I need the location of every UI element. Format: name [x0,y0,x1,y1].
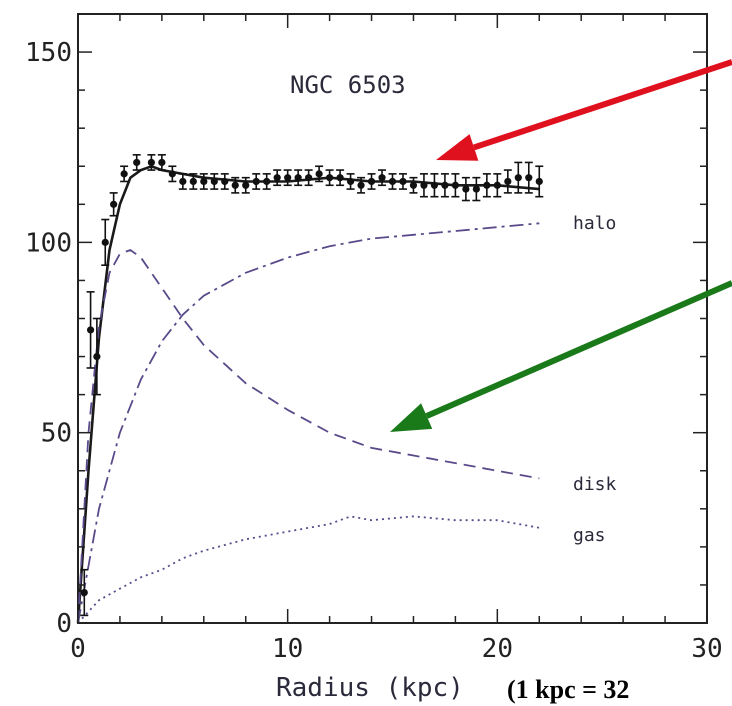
x-tick-label: 20 [482,634,513,664]
green-arrow-shaft [425,280,732,419]
data-point [120,170,128,178]
data-point [210,177,218,186]
data-point [305,174,313,182]
data-point [388,177,397,186]
curve-disk [77,249,540,624]
data-point [133,158,141,167]
data-point [367,177,376,186]
data-point [378,174,386,182]
data-point [86,326,95,334]
data-point [346,177,355,186]
y-tick-label: 50 [41,419,72,449]
data-point [263,177,271,186]
data-point [294,174,302,182]
data-point [525,174,533,182]
x-tick-label: 30 [691,634,722,664]
data-point [462,185,470,193]
data-point [441,181,449,189]
data-point [110,200,118,208]
data-point [357,181,365,189]
chart-title: NGC 6503 [290,71,406,99]
data-point [420,181,428,189]
data-point [189,177,197,186]
curve-label-halo: halo [573,213,616,234]
y-tick-label: 150 [25,38,72,68]
curve-label-gas: gas [573,525,606,546]
data-point [242,181,250,189]
y-tick-label: 100 [25,228,72,258]
data-point [101,238,109,246]
plot-frame [77,13,708,624]
curve-gas [77,515,540,624]
unit-note: (1 kpc = 32 [507,675,629,704]
red-arrow [436,59,732,161]
green-arrow-head [390,403,433,432]
data-point [231,181,239,189]
data-point [158,158,166,167]
data-point [451,181,459,189]
data-point [284,174,292,182]
data-point [493,181,501,189]
data-point [147,158,155,167]
data-point [252,177,260,186]
data-point [514,174,522,182]
curve-halo [77,222,540,624]
data-point [472,185,480,193]
data-point [409,181,418,189]
data-point [200,177,208,186]
data-point [168,170,176,178]
data-point [483,181,491,189]
data-point [221,177,229,186]
red-arrow-head [436,134,479,161]
data-point [179,177,187,186]
data-point [315,170,323,178]
x-tick-label: 0 [70,634,86,664]
curve-label-disk: disk [573,474,617,495]
data-point [535,177,543,186]
y-tick-label: 0 [56,609,72,639]
x-tick-label: 10 [272,634,303,664]
data-point [336,174,344,182]
red-arrow-shaft [473,59,732,151]
data-point [504,177,512,186]
data-point [273,174,281,182]
data-point [399,177,407,186]
data-point [430,181,439,189]
x-axis-label: Radius (kpc) [276,673,464,703]
data-point [80,588,88,597]
green-arrow [390,280,732,432]
data-point [93,352,101,361]
data-point [326,174,334,182]
